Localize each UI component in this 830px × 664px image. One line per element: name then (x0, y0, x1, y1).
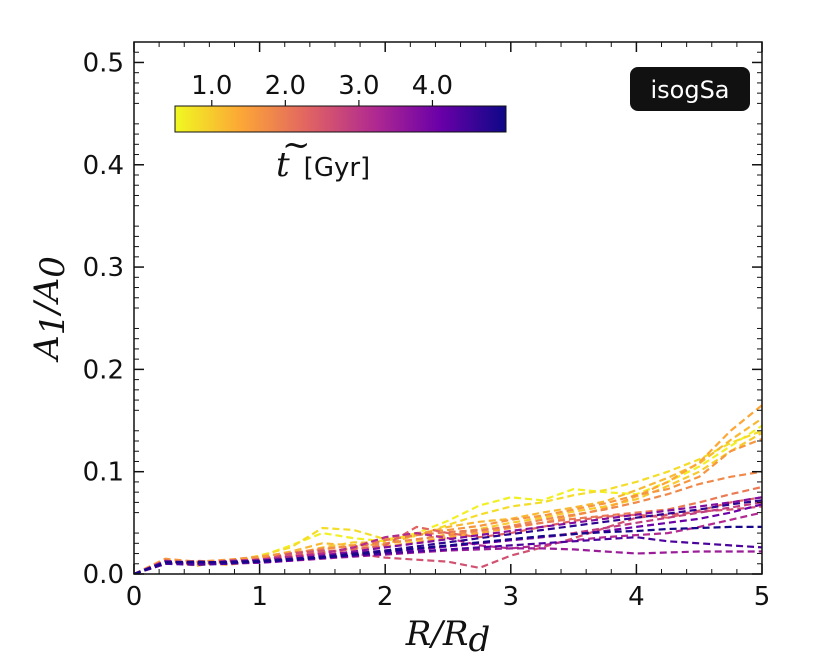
y-axis-label-sub2: 0 (33, 256, 73, 278)
x-tick-label: 4 (628, 582, 645, 612)
badge-background (630, 67, 750, 111)
x-tick-label: 1 (251, 582, 268, 612)
y-tick-label: 0.0 (83, 560, 124, 590)
colorbar-label-unit: [Gyr] (304, 153, 371, 183)
y-axis-label-sep: /A (27, 278, 67, 317)
x-axis-label: R/Rd (405, 614, 490, 660)
plot-frame (133, 41, 763, 575)
series-line-10 (134, 501, 762, 574)
colorbar-label-tilde: ~ (282, 125, 311, 165)
y-tick-label: 0.5 (83, 48, 124, 78)
series-layer (134, 404, 762, 574)
series-line-12 (134, 547, 762, 574)
badge-label: isogSa (650, 76, 729, 104)
y-tick-label: 0.2 (83, 355, 124, 385)
series-line-11 (134, 511, 762, 574)
x-tick-label: 3 (503, 582, 520, 612)
series-line-6 (134, 470, 762, 574)
x-axis-label-main: R/R (405, 614, 469, 654)
colorbar-tick-label: 1.0 (191, 71, 232, 101)
series-line-8 (134, 496, 762, 574)
series-line-1 (134, 429, 762, 574)
x-axis-label-sub: d (468, 620, 490, 660)
colorbar-tick-label: 4.0 (412, 71, 453, 101)
colorbar-tick-label: 3.0 (338, 71, 379, 101)
series-line-5 (134, 437, 762, 574)
series-line-2 (134, 431, 762, 574)
series-line-13 (134, 496, 762, 574)
series-line-0 (134, 424, 762, 574)
y-axis-label-sub1: 1 (33, 314, 73, 336)
series-line-7 (134, 485, 762, 574)
series-line-15 (134, 536, 762, 574)
colorbar (174, 105, 507, 133)
colorbar-ticks: 1.0 2.0 3.0 4.0 (191, 71, 453, 106)
x-tick-label: 5 (754, 582, 771, 612)
y-tick-label: 0.4 (83, 151, 124, 181)
series-line-3 (134, 417, 762, 574)
y-tick-label: 0.3 (83, 253, 124, 283)
series-line-4 (134, 404, 762, 574)
y-axis-label-main: A (27, 335, 67, 363)
colorbar-tick-label: 2.0 (265, 71, 306, 101)
x-tick-label: 0 (126, 582, 143, 612)
colorbar-label-symbol: t (276, 145, 290, 185)
ticks-layer: 0 1 2 3 4 5 0.0 0.1 0.2 0.3 0.4 0.5 (83, 42, 771, 612)
y-axis-label: A1/A0 (27, 256, 73, 363)
y-tick-label: 0.1 (83, 458, 124, 488)
x-tick-label: 2 (377, 582, 394, 612)
colorbar-label: t [Gyr] (276, 145, 370, 185)
series-line-16 (134, 499, 762, 574)
